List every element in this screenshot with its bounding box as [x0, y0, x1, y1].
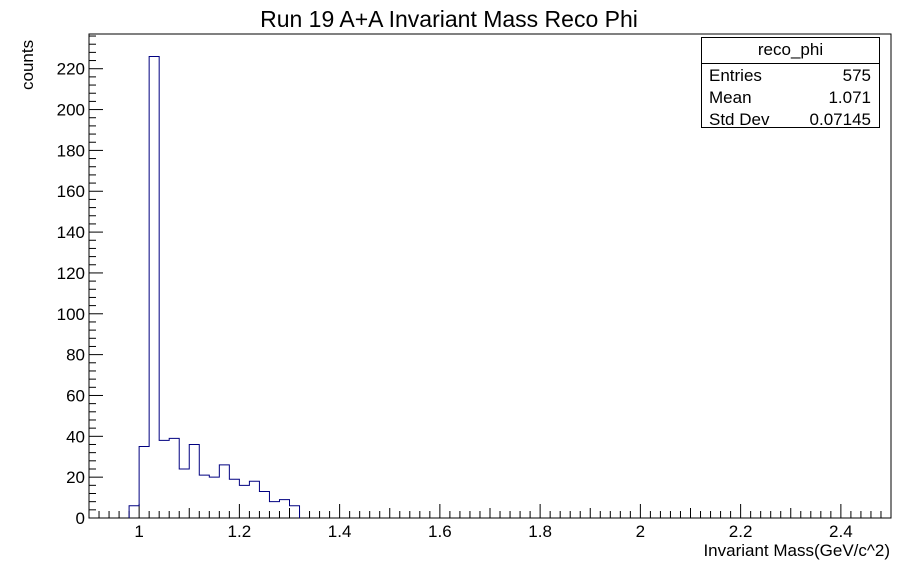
stats-box-name: reco_phi — [702, 38, 879, 64]
histogram-series — [128, 55, 301, 518]
x-tick-label: 1.8 — [528, 522, 552, 541]
chart-title: Run 19 A+A Invariant Mass Reco Phi — [260, 6, 638, 32]
stats-box: reco_phi Entries 575 Mean 1.071 Std Dev … — [701, 37, 880, 130]
stats-stddev-label: Std Dev — [709, 110, 770, 129]
y-axis: 0 20 40 60 80 100 120 140 160 180 200 220 — [57, 35, 103, 528]
x-tick-label: 1.2 — [228, 522, 252, 541]
y-tick-label: 40 — [66, 427, 85, 446]
y-tick-label: 160 — [57, 182, 85, 201]
x-axis-label: Invariant Mass(GeV/c^2) — [703, 541, 890, 560]
x-tick-label: 2.4 — [829, 522, 853, 541]
y-tick-label: 180 — [57, 141, 85, 160]
stats-entries-label: Entries — [709, 66, 762, 85]
stats-entries-value: 575 — [842, 66, 871, 85]
y-axis-label: counts — [18, 39, 37, 90]
y-tick-label: 200 — [57, 101, 85, 120]
y-tick-label: 80 — [66, 346, 85, 365]
y-tick-label: 0 — [76, 509, 85, 528]
x-tick-label: 1 — [134, 522, 143, 541]
y-tick-label: 60 — [66, 386, 85, 405]
stats-mean-label: Mean — [709, 88, 752, 107]
y-tick-label: 20 — [66, 468, 85, 487]
x-tick-label: 1.4 — [328, 522, 352, 541]
x-axis: 1 1.2 1.4 1.6 1.8 2 2.2 2.4 — [88, 504, 892, 541]
stats-stddev-value: 0.07145 — [809, 110, 871, 129]
y-tick-label: 140 — [57, 223, 85, 242]
y-tick-label: 100 — [57, 305, 85, 324]
x-tick-label: 2.2 — [729, 522, 753, 541]
y-tick-label: 220 — [57, 60, 85, 79]
y-tick-label: 120 — [57, 264, 85, 283]
stats-row-stddev: Std Dev 0.07145 — [702, 108, 879, 130]
stats-row-entries: Entries 575 — [702, 64, 879, 86]
stats-row-mean: Mean 1.071 — [702, 86, 879, 108]
x-tick-label: 1.6 — [428, 522, 452, 541]
stats-mean-value: 1.071 — [828, 88, 871, 107]
x-tick-label: 2 — [636, 522, 645, 541]
